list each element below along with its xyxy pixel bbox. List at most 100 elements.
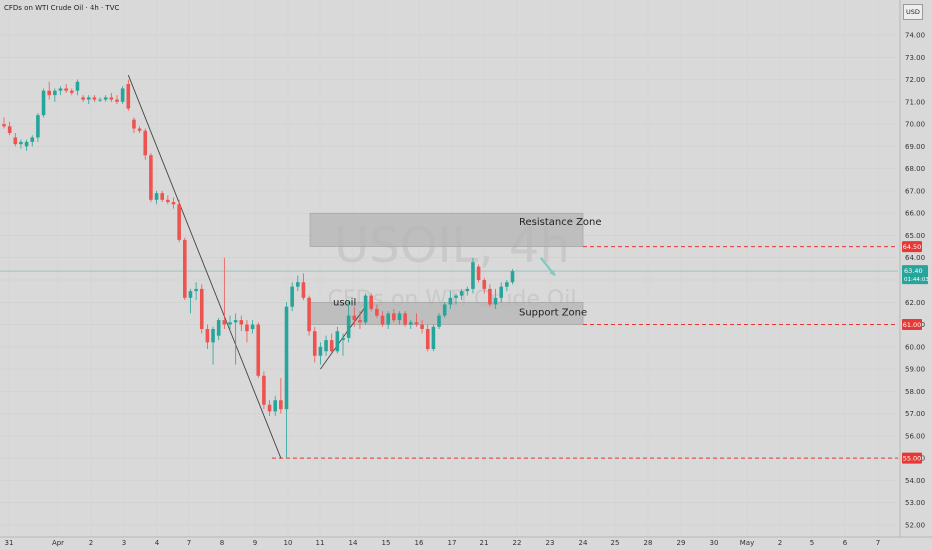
- candle-bullish[interactable]: [346, 300, 351, 343]
- candle-bullish[interactable]: [30, 135, 35, 147]
- candle-bearish[interactable]: [482, 277, 487, 294]
- candle-bullish[interactable]: [341, 333, 345, 356]
- candle-bullish[interactable]: [194, 282, 198, 301]
- candle-bearish[interactable]: [414, 313, 419, 327]
- candle-bearish[interactable]: [137, 126, 142, 133]
- candle-bullish[interactable]: [335, 326, 340, 354]
- candle-bullish[interactable]: [454, 293, 458, 305]
- candle-bearish[interactable]: [329, 333, 334, 354]
- candle-bullish[interactable]: [36, 112, 40, 142]
- candle-bearish[interactable]: [358, 311, 362, 329]
- trendline[interactable]: [127, 74, 282, 459]
- candle-bearish[interactable]: [425, 324, 430, 352]
- candle-bearish[interactable]: [312, 326, 317, 363]
- candle-bearish[interactable]: [177, 199, 181, 243]
- candle-bearish[interactable]: [352, 306, 357, 327]
- candle-bullish[interactable]: [290, 282, 294, 312]
- candle-bearish[interactable]: [375, 304, 379, 318]
- candle-bearish[interactable]: [392, 308, 396, 323]
- candle-bearish[interactable]: [166, 195, 170, 205]
- candle-bearish[interactable]: [160, 190, 164, 203]
- candle-bearish[interactable]: [267, 400, 272, 416]
- candle-bearish[interactable]: [109, 92, 114, 102]
- candle-bullish[interactable]: [409, 320, 413, 329]
- candle-bullish[interactable]: [318, 342, 323, 365]
- candle-bearish[interactable]: [239, 315, 244, 332]
- candle-bearish[interactable]: [149, 153, 153, 203]
- candle-bullish[interactable]: [505, 280, 509, 292]
- candle-bullish[interactable]: [24, 139, 29, 151]
- candle-bullish[interactable]: [437, 313, 441, 329]
- candle-bullish[interactable]: [284, 302, 289, 459]
- candle-layer[interactable]: [2, 79, 515, 459]
- candle-bearish[interactable]: [70, 88, 74, 96]
- candle-bullish[interactable]: [216, 317, 221, 341]
- grid-layer: [0, 0, 898, 537]
- candle-bullish[interactable]: [296, 275, 300, 292]
- candle-bearish[interactable]: [369, 293, 374, 312]
- candle-bullish[interactable]: [58, 86, 63, 96]
- candle-bullish[interactable]: [493, 288, 498, 309]
- candle-bearish[interactable]: [126, 79, 131, 111]
- candle-bullish[interactable]: [431, 324, 436, 352]
- candle-bullish[interactable]: [120, 86, 125, 105]
- candle-bullish[interactable]: [465, 286, 470, 296]
- candle-bearish[interactable]: [256, 322, 261, 378]
- candle-bullish[interactable]: [53, 88, 57, 102]
- candle-bullish[interactable]: [273, 395, 277, 416]
- candle-bearish[interactable]: [205, 324, 210, 350]
- candle-bullish[interactable]: [510, 268, 515, 285]
- candle-bullish[interactable]: [471, 257, 475, 294]
- candle-bearish[interactable]: [476, 264, 481, 283]
- candle-bullish[interactable]: [228, 315, 232, 329]
- candle-bearish[interactable]: [262, 371, 266, 410]
- candle-bullish[interactable]: [75, 79, 80, 96]
- candle-bullish[interactable]: [363, 293, 368, 325]
- candle-bearish[interactable]: [279, 378, 283, 414]
- candle-bearish[interactable]: [488, 284, 492, 307]
- candle-body: [36, 115, 40, 138]
- candle-bullish[interactable]: [442, 302, 447, 318]
- candle-bearish[interactable]: [115, 95, 119, 105]
- candle-bullish[interactable]: [324, 335, 328, 356]
- candle-bullish[interactable]: [386, 311, 390, 329]
- candle-bullish[interactable]: [86, 95, 91, 105]
- candle-bearish[interactable]: [81, 95, 85, 102]
- candle-bearish[interactable]: [420, 320, 424, 334]
- candle-body: [250, 324, 255, 329]
- candle-bearish[interactable]: [47, 81, 51, 100]
- candle-bearish[interactable]: [380, 311, 385, 327]
- candle-bullish[interactable]: [103, 95, 108, 102]
- candle-bullish[interactable]: [188, 288, 193, 314]
- candle-bearish[interactable]: [132, 117, 136, 133]
- candle-bearish[interactable]: [222, 257, 227, 329]
- currency-button[interactable]: USD: [903, 4, 923, 20]
- candle-bullish[interactable]: [154, 190, 159, 205]
- candle-bearish[interactable]: [13, 133, 18, 147]
- bar-countdown-label: 01:44:03: [904, 277, 929, 283]
- candle-bearish[interactable]: [171, 197, 176, 209]
- candle-bullish[interactable]: [459, 288, 464, 301]
- candle-bearish[interactable]: [92, 95, 97, 102]
- candle-bullish[interactable]: [211, 326, 215, 365]
- candle-bullish[interactable]: [19, 139, 23, 149]
- candle-bullish[interactable]: [233, 313, 238, 365]
- candle-bearish[interactable]: [2, 117, 6, 129]
- candle-bullish[interactable]: [98, 97, 102, 102]
- candle-bearish[interactable]: [245, 320, 249, 343]
- candle-bearish[interactable]: [7, 121, 12, 136]
- candle-bullish[interactable]: [397, 311, 402, 325]
- candle-bearish[interactable]: [301, 273, 306, 301]
- candle-bearish[interactable]: [143, 128, 148, 160]
- candle-bullish[interactable]: [448, 291, 453, 309]
- candle-bearish[interactable]: [199, 284, 204, 334]
- candle-bullish[interactable]: [250, 320, 255, 334]
- candle-bearish[interactable]: [403, 311, 407, 327]
- candle-bearish[interactable]: [64, 84, 68, 93]
- resistance-zone[interactable]: [309, 212, 584, 247]
- candle-bearish[interactable]: [183, 237, 187, 301]
- candle-bullish[interactable]: [41, 88, 46, 118]
- candle-bearish[interactable]: [307, 295, 311, 336]
- candle-bullish[interactable]: [499, 282, 503, 303]
